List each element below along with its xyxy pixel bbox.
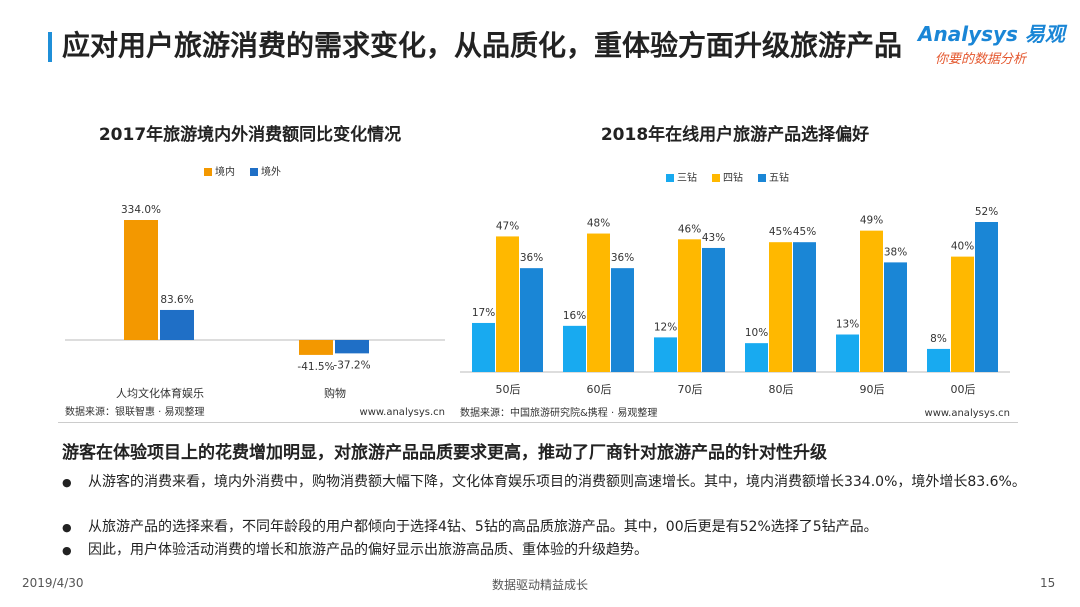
bar — [927, 348, 950, 372]
bar — [472, 322, 495, 372]
bar — [563, 325, 586, 372]
data-label: 48% — [587, 218, 610, 230]
x-tick-label: 80后 — [769, 383, 794, 396]
data-label: 47% — [496, 220, 519, 232]
x-tick-label: 购物 — [324, 386, 346, 400]
x-tick-label: 70后 — [678, 383, 703, 396]
source: 数据来源：银联智惠 · 易观整理 — [65, 405, 205, 418]
data-label: 36% — [520, 252, 543, 264]
logo-sub: 你要的数据分析 — [935, 52, 1027, 67]
data-label: 83.6% — [160, 294, 193, 306]
x-tick-label: 90后 — [860, 383, 885, 396]
bar — [884, 262, 907, 372]
bullet: 从游客的消费来看，境内外消费中，购物消费额大幅下降，文化体育娱乐项目的消费额则高… — [62, 472, 1048, 493]
bar — [769, 242, 792, 372]
data-label: 45% — [769, 226, 792, 238]
legend-swatch — [666, 174, 674, 182]
bar — [678, 239, 701, 372]
bar — [793, 242, 816, 372]
data-label: 12% — [654, 321, 677, 333]
legend-label: 四钻 — [723, 171, 743, 184]
source: 数据来源：中国旅游研究院&携程 · 易观整理 — [460, 406, 657, 419]
data-label: 17% — [472, 307, 495, 319]
data-label: -41.5% — [297, 361, 334, 373]
data-label: 38% — [884, 246, 907, 258]
site: www.analysys.cn — [925, 408, 1010, 419]
legend-swatch — [712, 174, 720, 182]
bar — [951, 256, 974, 372]
logo: Analysys 易观 — [918, 22, 1065, 46]
data-label: 8% — [930, 333, 947, 345]
legend-swatch — [204, 168, 212, 176]
bar — [496, 236, 519, 372]
bar — [836, 334, 859, 372]
bar — [975, 222, 998, 372]
data-label: -37.2% — [333, 359, 370, 371]
bar — [160, 309, 194, 340]
data-label: 40% — [951, 241, 974, 253]
x-tick-label: 60后 — [587, 383, 612, 396]
bullet: 从旅游产品的选择来看，不同年龄段的用户都倾向于选择4钻、5钻的高品质旅游产品。其… — [62, 517, 1048, 538]
divider — [58, 422, 1018, 423]
data-label: 45% — [793, 226, 816, 238]
bullet: 因此，用户体验活动消费的增长和旅游产品的偏好显示出旅游高品质、重体验的升级趋势。 — [62, 540, 1048, 561]
page-number: 15 — [1040, 576, 1056, 590]
data-label: 10% — [745, 327, 768, 339]
legend-swatch — [758, 174, 766, 182]
bar — [611, 268, 634, 372]
data-label: 13% — [836, 319, 859, 331]
legend-label: 境内 — [215, 165, 235, 178]
x-tick-label: 00后 — [951, 383, 976, 396]
bar — [654, 337, 677, 372]
x-tick-label: 人均文化体育娱乐 — [116, 386, 204, 400]
summary-heading: 游客在体验项目上的花费增加明显，对旅游产品品质要求更高，推动了厂商针对旅游产品的… — [62, 443, 827, 463]
site: www.analysys.cn — [360, 407, 445, 418]
data-label: 49% — [860, 215, 883, 227]
data-label: 52% — [975, 206, 998, 218]
legend-label: 三钻 — [677, 171, 697, 184]
bar — [587, 233, 610, 372]
footer-date: 2019/4/30 — [22, 576, 84, 590]
bar — [335, 340, 369, 354]
legend-label: 境外 — [261, 165, 281, 178]
bar — [745, 343, 768, 372]
footer-center: 数据驱动精益成长 — [491, 578, 588, 592]
legend-label: 五钻 — [769, 171, 789, 184]
data-label: 16% — [563, 310, 586, 322]
data-label: 43% — [702, 232, 725, 244]
data-label: 334.0% — [121, 204, 161, 216]
bar — [520, 268, 543, 372]
title-accent — [48, 32, 52, 62]
bar — [299, 340, 333, 355]
chart: 2018年在线用户旅游产品选择偏好 三钻 四钻 五钻 50后 17% 47% 36% 60后 1… — [460, 124, 1010, 419]
bar — [860, 230, 883, 372]
chart-title: 2017年旅游境内外消费额同比变化情况 — [99, 124, 401, 145]
chart-title: 2018年在线用户旅游产品选择偏好 — [601, 124, 869, 145]
bar — [702, 247, 725, 372]
data-label: 36% — [611, 252, 634, 264]
bar — [124, 220, 158, 340]
x-tick-label: 50后 — [496, 383, 521, 396]
legend-swatch — [250, 168, 258, 176]
slide-title: 应对用户旅游消费的需求变化，从品质化，重体验方面升级旅游产品 — [62, 29, 903, 62]
data-label: 46% — [678, 223, 701, 235]
